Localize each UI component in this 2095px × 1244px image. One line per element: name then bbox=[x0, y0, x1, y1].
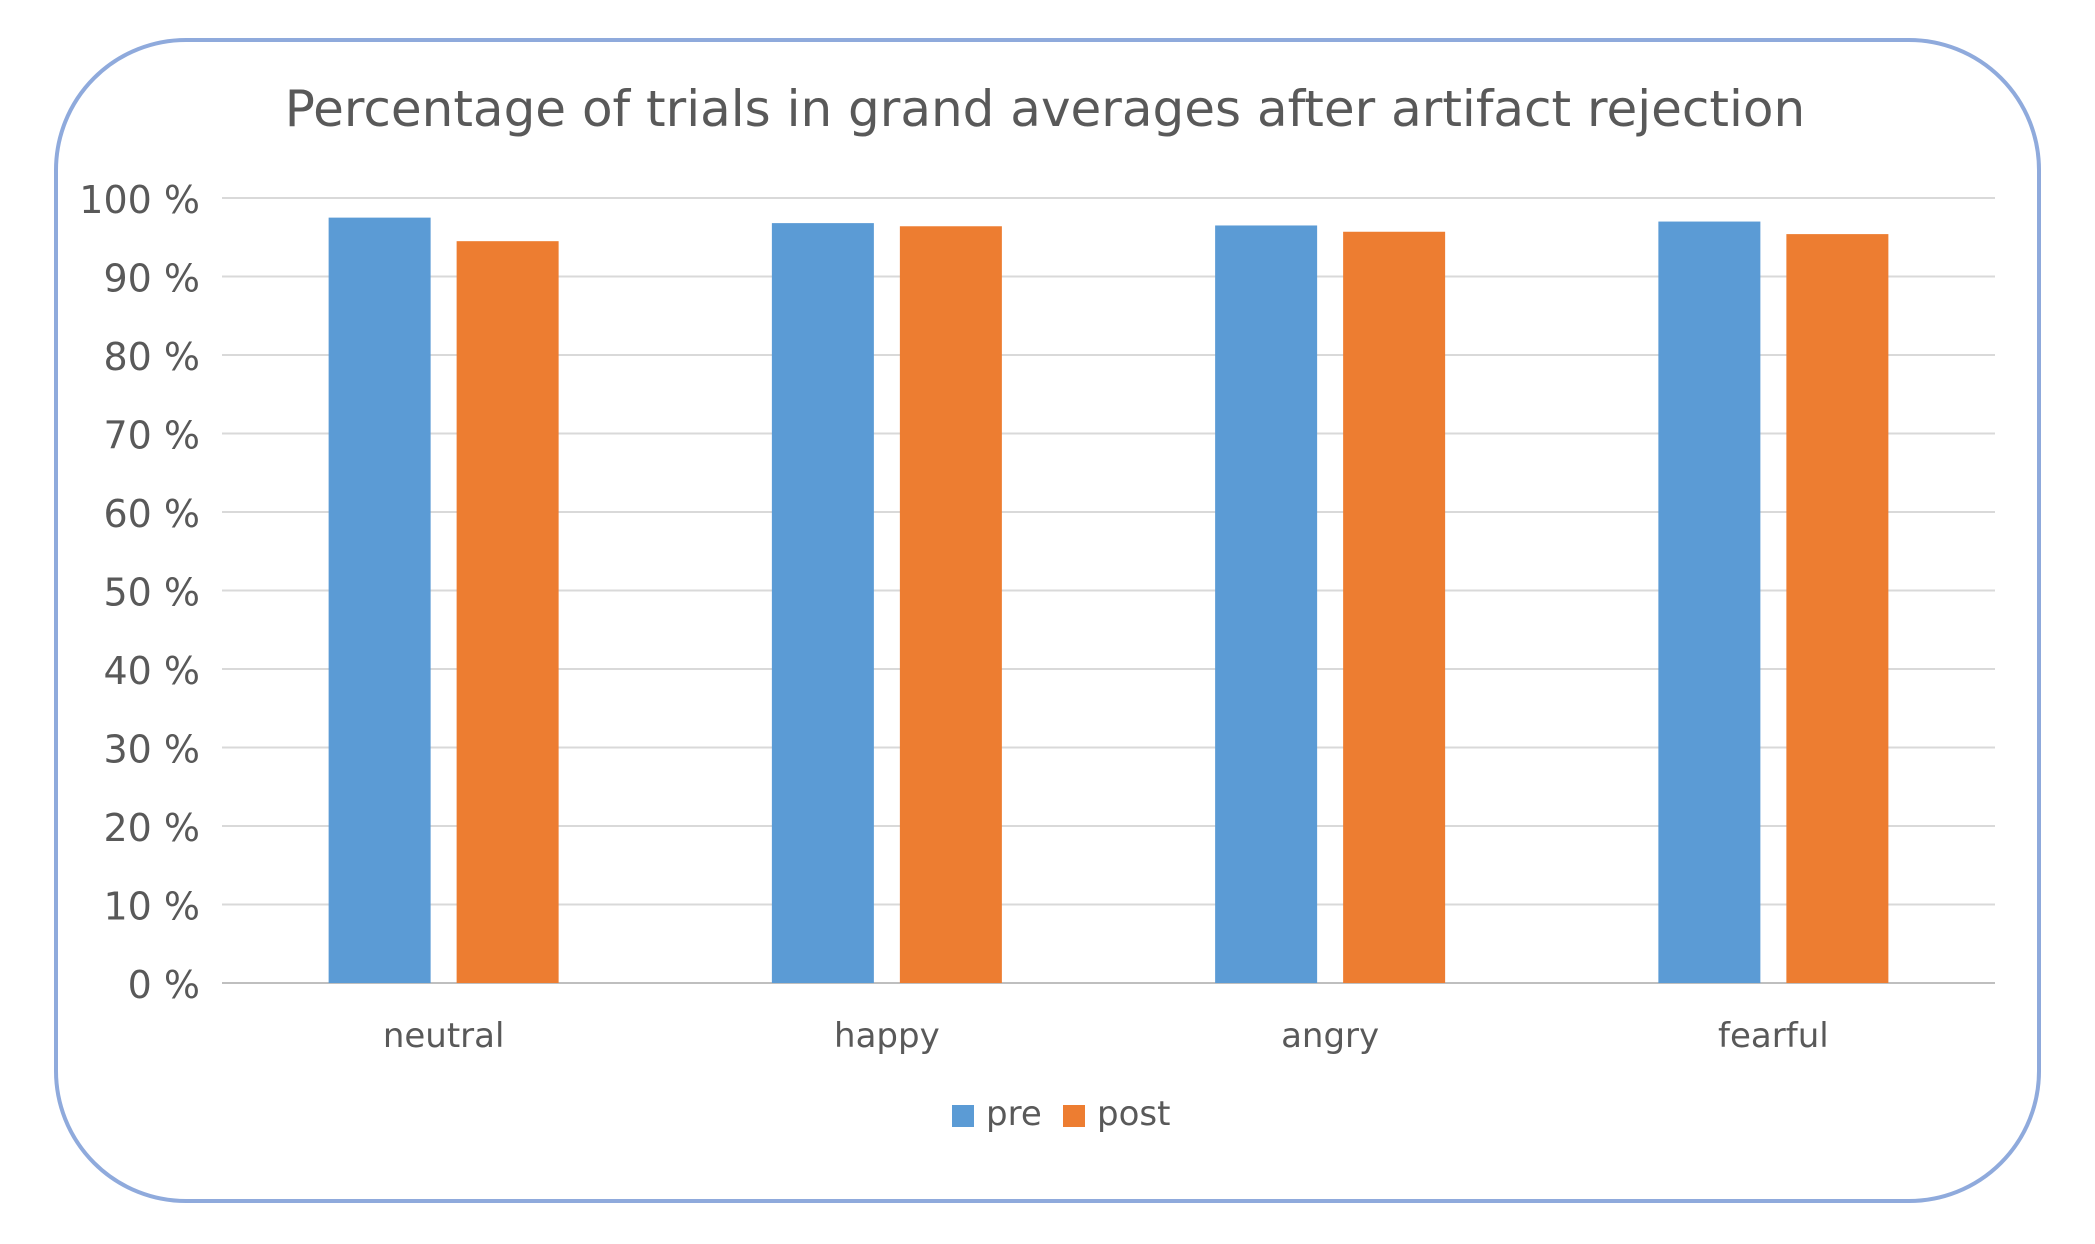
y-tick-label: 10 % bbox=[103, 885, 200, 929]
y-tick-label: 50 % bbox=[103, 571, 200, 615]
y-axis-ticks: 0 % 10 % 20 % 30 % 40 % 50 % 60 % 70 % 80 % 90 % 1… bbox=[79, 178, 200, 1007]
y-tick-label: 70 % bbox=[103, 414, 200, 458]
x-tick-label: happy bbox=[834, 1016, 940, 1056]
bar bbox=[456, 241, 559, 984]
y-tick-label: 40 % bbox=[103, 649, 200, 693]
bar bbox=[1786, 234, 1889, 984]
chart-title: Percentage of trials in grand averages a… bbox=[285, 80, 1805, 138]
y-tick-label: 80 % bbox=[103, 335, 200, 379]
legend-swatch bbox=[952, 1105, 974, 1127]
bar bbox=[1343, 231, 1446, 983]
x-tick-label: angry bbox=[1281, 1016, 1379, 1056]
legend-label: post bbox=[1097, 1094, 1170, 1134]
y-tick-label: 100 % bbox=[79, 178, 200, 222]
bar bbox=[1215, 225, 1318, 984]
bar bbox=[771, 223, 874, 983]
y-tick-label: 20 % bbox=[103, 806, 200, 850]
bar bbox=[1658, 221, 1761, 984]
legend-label: pre bbox=[986, 1094, 1042, 1134]
x-axis-ticks: neutral happy angry fearful bbox=[383, 1016, 1829, 1056]
x-tick-label: neutral bbox=[383, 1016, 505, 1056]
legend: pre post bbox=[952, 1094, 1170, 1134]
bars bbox=[328, 217, 1889, 984]
y-tick-label: 90 % bbox=[103, 257, 200, 301]
bar bbox=[899, 226, 1002, 983]
x-tick-label: fearful bbox=[1718, 1016, 1829, 1056]
y-tick-label: 60 % bbox=[103, 492, 200, 536]
legend-swatch bbox=[1063, 1105, 1085, 1127]
bar bbox=[328, 217, 431, 983]
y-tick-label: 30 % bbox=[103, 728, 200, 772]
y-tick-label: 0 % bbox=[128, 963, 200, 1007]
